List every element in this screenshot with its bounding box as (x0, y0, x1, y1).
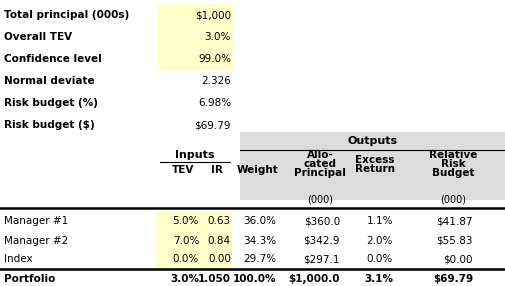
Text: $297.1: $297.1 (304, 255, 340, 265)
Text: $0.00: $0.00 (443, 255, 473, 265)
Text: Normal deviate: Normal deviate (4, 76, 94, 86)
Text: Manager #2: Manager #2 (4, 235, 68, 245)
Bar (155, 212, 232, 231)
Text: 3.0%: 3.0% (170, 273, 199, 283)
Text: Risk: Risk (441, 159, 466, 169)
Text: 6.98%: 6.98% (198, 98, 231, 108)
Text: 3.0%: 3.0% (205, 32, 231, 42)
Text: $69.79: $69.79 (433, 273, 473, 283)
Text: 0.0%: 0.0% (173, 255, 199, 265)
Text: Risk budget ($): Risk budget ($) (4, 120, 95, 130)
Text: 0.84: 0.84 (208, 235, 231, 245)
Text: 7.0%: 7.0% (173, 235, 199, 245)
Text: Allo-: Allo- (307, 150, 333, 160)
Text: Principal: Principal (294, 168, 346, 178)
Text: TEV: TEV (172, 165, 194, 175)
Text: IR: IR (211, 165, 223, 175)
Text: 5.0%: 5.0% (173, 217, 199, 227)
Bar (155, 231, 232, 250)
Bar (158, 48, 233, 70)
Text: Budget: Budget (432, 168, 474, 178)
Text: 1.1%: 1.1% (367, 217, 393, 227)
Text: 100.0%: 100.0% (232, 273, 276, 283)
Text: 29.7%: 29.7% (243, 255, 276, 265)
Text: Manager #1: Manager #1 (4, 217, 68, 227)
Text: $69.79: $69.79 (194, 120, 231, 130)
Text: Overall TEV: Overall TEV (4, 32, 72, 42)
Text: 0.0%: 0.0% (367, 255, 393, 265)
Text: 36.0%: 36.0% (243, 217, 276, 227)
Text: 2.0%: 2.0% (367, 235, 393, 245)
Text: Outputs: Outputs (347, 136, 397, 146)
Text: Index: Index (4, 255, 33, 265)
Bar (240, 132, 505, 150)
Text: Total principal (000s): Total principal (000s) (4, 10, 129, 20)
Text: 1.050: 1.050 (198, 273, 231, 283)
Text: 2.326: 2.326 (201, 76, 231, 86)
Bar (158, 4, 233, 26)
Bar (155, 250, 232, 269)
Text: 0.00: 0.00 (208, 255, 231, 265)
Text: $1,000.0: $1,000.0 (288, 273, 340, 283)
Text: $360.0: $360.0 (304, 217, 340, 227)
Bar (240, 150, 505, 200)
Text: 0.63: 0.63 (208, 217, 231, 227)
Text: (000): (000) (307, 195, 333, 205)
Text: $1,000: $1,000 (195, 10, 231, 20)
Text: Weight: Weight (237, 165, 279, 175)
Text: Risk budget (%): Risk budget (%) (4, 98, 98, 108)
Text: 3.1%: 3.1% (364, 273, 393, 283)
Bar (158, 26, 233, 48)
Text: cated: cated (304, 159, 336, 169)
Text: $342.9: $342.9 (304, 235, 340, 245)
Text: Inputs: Inputs (175, 150, 215, 160)
Text: Portfolio: Portfolio (4, 273, 56, 283)
Text: Excess: Excess (355, 155, 395, 165)
Text: Relative: Relative (429, 150, 477, 160)
Text: 34.3%: 34.3% (243, 235, 276, 245)
Text: Confidence level: Confidence level (4, 54, 102, 64)
Text: 99.0%: 99.0% (198, 54, 231, 64)
Text: $41.87: $41.87 (436, 217, 473, 227)
Text: (000): (000) (440, 195, 466, 205)
Text: Return: Return (355, 164, 395, 174)
Text: $55.83: $55.83 (436, 235, 473, 245)
